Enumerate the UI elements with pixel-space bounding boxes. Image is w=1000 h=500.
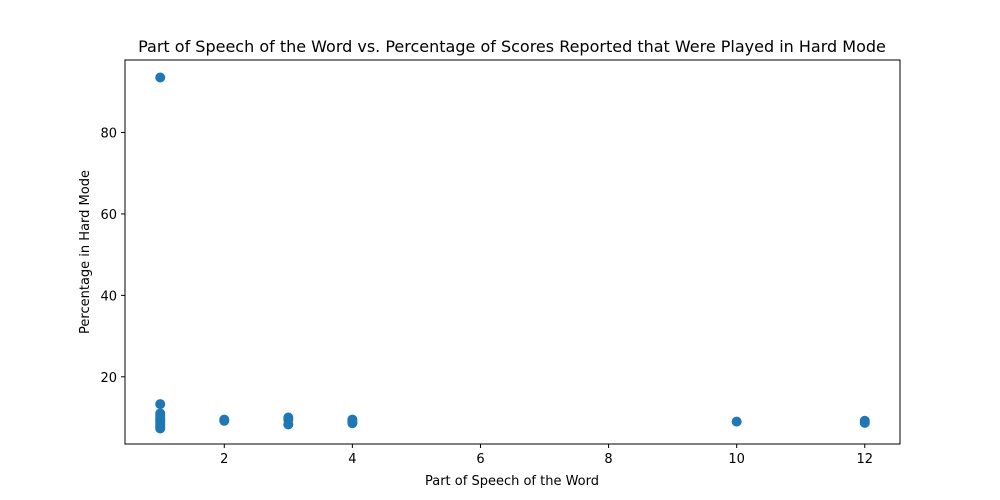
- x-tick-label: 6: [476, 452, 484, 467]
- data-point: [731, 416, 742, 427]
- chart-title: Part of Speech of the Word vs. Percentag…: [138, 37, 886, 56]
- data-point: [155, 399, 166, 410]
- x-tick-label: 8: [604, 452, 612, 467]
- y-tick-label: 40: [100, 289, 117, 304]
- y-axis-label: Percentage in Hard Mode: [78, 170, 93, 334]
- x-axis-label: Part of Speech of the Word: [425, 474, 599, 489]
- y-tick-label: 60: [100, 208, 117, 223]
- x-tick-label: 10: [728, 452, 745, 467]
- data-point: [283, 419, 294, 430]
- data-point: [155, 72, 166, 83]
- y-tick-label: 80: [100, 126, 117, 141]
- x-tick-label: 12: [856, 452, 873, 467]
- data-point: [347, 418, 358, 429]
- data-point: [155, 423, 166, 434]
- x-tick-label: 4: [348, 452, 356, 467]
- data-points: [155, 72, 870, 434]
- plot-area: [124, 59, 901, 445]
- x-tick-label: 2: [220, 452, 228, 467]
- y-axis: 20 40 60 80: [100, 126, 125, 386]
- data-point: [859, 417, 870, 428]
- y-tick-label: 20: [100, 371, 117, 386]
- x-axis: 2 4 6 8 10 12: [220, 444, 873, 467]
- data-point: [219, 415, 230, 426]
